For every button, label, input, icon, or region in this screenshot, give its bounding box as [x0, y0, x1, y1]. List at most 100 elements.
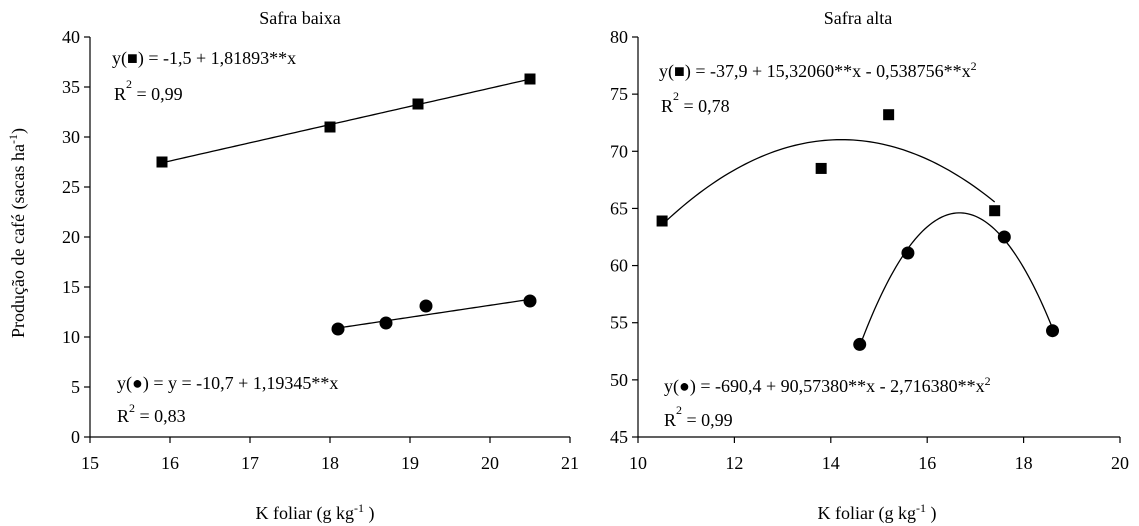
x-tick-label: 10 [629, 453, 647, 473]
equation-square-text: ) = -1,5 + 1,81893**x [138, 48, 296, 69]
y-axis-label: Produção de café (sacas ha-1) [6, 128, 29, 338]
r2-square-exp: 2 [673, 89, 679, 103]
y-tick-label: 15 [62, 277, 80, 297]
equation-square-text: ) = -37,9 + 15,32060**x - 0,538756**x [685, 61, 971, 82]
y-tick-label: 5 [71, 377, 80, 397]
y-tick-label: 45 [610, 427, 628, 447]
y-tick-label: 80 [610, 27, 628, 47]
data-point-square [156, 156, 168, 168]
y-tick-label: 60 [610, 256, 628, 276]
data-point-circle [331, 322, 345, 336]
x-axis-label-close: ) [926, 503, 937, 524]
data-markers [656, 109, 1060, 351]
r2-square-value: = 0,99 [132, 84, 183, 104]
r2-square-r: R [114, 84, 126, 104]
r2-square-r: R [661, 96, 673, 116]
x-tick-label: 21 [561, 453, 579, 473]
y-axis-label-sup: -1 [6, 134, 20, 144]
y-axis-label-close: ) [8, 128, 29, 134]
x-axis-label: K foliar (g kg-1 ) [818, 501, 937, 524]
y-tick-label: 20 [62, 227, 80, 247]
y-tick-label: 35 [62, 77, 80, 97]
equation-square-symbol: ■ [127, 48, 138, 68]
x-axis-label-main: K foliar (g kg [256, 503, 354, 524]
y-tick-label: 10 [62, 327, 80, 347]
y-tick-label: 40 [62, 27, 80, 47]
data-point-circle [997, 230, 1011, 244]
equation-square-symbol: ■ [674, 61, 685, 81]
equation-circle: y(●) = -690,4 + 90,57380**x - 2,716380**… [664, 374, 991, 397]
data-point-circle [523, 294, 537, 308]
x-axis-label-sup: -1 [354, 501, 364, 515]
y-tick-label: 25 [62, 177, 80, 197]
panel-title: Safra alta [824, 8, 892, 28]
data-point-square [412, 98, 424, 110]
x-tick-label: 18 [1015, 453, 1033, 473]
equation-square-exp: 2 [971, 59, 977, 73]
r2-circle-r: R [117, 406, 129, 426]
axes: 45 50 55 60 65 70 75 80 10 12 14 16 18 20 [610, 27, 1129, 473]
data-point-square [989, 205, 1001, 217]
y-tick-label: 55 [610, 313, 628, 333]
equation-circle-prefix: y( [664, 376, 679, 397]
x-tick-label: 20 [1111, 453, 1129, 473]
panel-title: Safra baixa [259, 8, 340, 28]
data-point-circle [419, 299, 433, 313]
data-point-circle [853, 337, 867, 351]
data-point-square [656, 215, 668, 227]
equation-square-prefix: y( [659, 61, 674, 82]
r2-circle-exp: 2 [129, 401, 135, 415]
y-tick-label: 65 [610, 198, 628, 218]
fit-curves [161, 78, 531, 329]
y-tick-label: 70 [610, 141, 628, 161]
axes: 0 5 10 15 20 25 30 35 40 15 16 17 18 19 20 21 [62, 27, 579, 473]
r2-circle-exp: 2 [676, 403, 682, 417]
x-tick-label: 20 [481, 453, 499, 473]
x-tick-label: 12 [725, 453, 743, 473]
equation-circle-symbol: ● [132, 373, 143, 393]
y-tick-label: 75 [610, 84, 628, 104]
equation-circle: y(●) = y = -10,7 + 1,19345**x [117, 373, 338, 394]
r2-circle: R2 = 0,99 [664, 403, 733, 430]
fit-line-square [661, 138, 996, 226]
equation-circle-text: ) = -690,4 + 90,57380**x - 2,716380**x [690, 376, 985, 397]
fit-line-circle [337, 298, 531, 329]
x-axis-label-main: K foliar (g kg [818, 503, 916, 524]
r2-circle-value: = 0,83 [135, 406, 186, 426]
x-tick-label: 14 [822, 453, 840, 473]
x-axis-label: K foliar (g kg-1 ) [256, 501, 375, 524]
r2-circle-r: R [664, 410, 676, 430]
x-axis-label-close: ) [364, 503, 375, 524]
x-tick-label: 19 [401, 453, 419, 473]
r2-square-exp: 2 [126, 77, 132, 91]
data-markers [156, 73, 537, 336]
equation-square: y(■) = -37,9 + 15,32060**x - 0,538756**x… [659, 59, 977, 82]
equation-circle-exp: 2 [985, 374, 991, 388]
equation-circle-text: ) = y = -10,7 + 1,19345**x [143, 373, 338, 394]
x-tick-label: 16 [161, 453, 179, 473]
r2-circle: R2 = 0,83 [117, 401, 186, 426]
data-point-circle [1046, 324, 1060, 338]
y-tick-label: 0 [71, 427, 80, 447]
y-tick-label: 50 [610, 370, 628, 390]
r2-square: R2 = 0,99 [114, 77, 183, 104]
r2-square: R2 = 0,78 [661, 89, 730, 116]
y-axis-label-main: Produção de café (sacas ha [8, 144, 29, 338]
equation-square-prefix: y( [112, 48, 127, 69]
data-point-circle [901, 246, 915, 260]
equation-circle-prefix: y( [117, 373, 132, 394]
r2-circle-value: = 0,99 [682, 410, 733, 430]
x-tick-label: 17 [241, 453, 259, 473]
data-point-circle [379, 316, 393, 330]
x-tick-label: 15 [81, 453, 99, 473]
x-tick-label: 18 [321, 453, 339, 473]
fit-line-square [161, 78, 531, 164]
panel-safra-baixa: Safra baixa 0 5 10 15 20 25 30 35 40 15 16 17 18 19 20… [62, 8, 579, 524]
data-point-square [883, 109, 895, 121]
fit-line-circle [859, 212, 1054, 347]
data-point-square [815, 162, 827, 174]
equation-square: y(■) = -1,5 + 1,81893**x [112, 48, 296, 69]
data-point-square [524, 73, 536, 85]
equation-circle-symbol: ● [679, 376, 690, 396]
